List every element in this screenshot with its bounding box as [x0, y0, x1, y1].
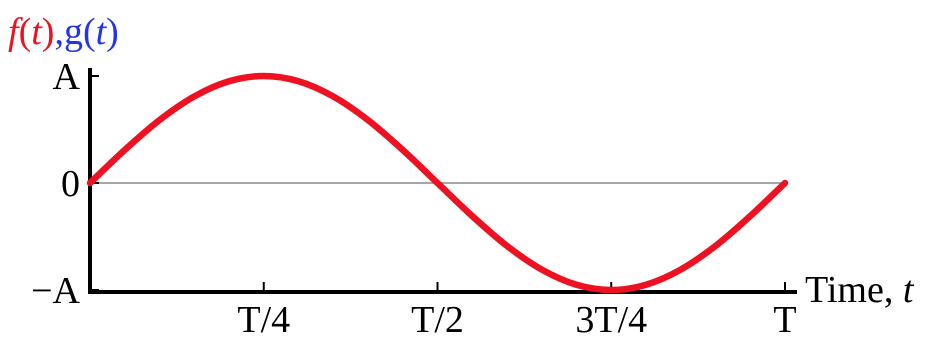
- y-tick-label: 0: [61, 163, 80, 205]
- y-title-g: g(: [64, 11, 96, 53]
- tick-labels: T/4 T/2 3T/4 T A 0 −A: [31, 56, 796, 341]
- y-title-sep: ,: [54, 11, 64, 53]
- x-tick-label: 3T/4: [575, 299, 647, 341]
- y-title-f-open: (: [19, 11, 32, 53]
- y-tick-label: A: [53, 56, 81, 98]
- y-title-g-close: ): [106, 11, 119, 53]
- x-title-text: Time,: [805, 269, 903, 311]
- series-group: [86, 72, 789, 294]
- series-line-f: [86, 72, 789, 294]
- y-title-f-t: t: [31, 11, 43, 53]
- y-title-g-t: t: [96, 11, 108, 53]
- x-tick-label: T/4: [237, 299, 290, 341]
- x-axis-title: Time, t: [805, 269, 915, 311]
- x-tick-label: T/2: [411, 299, 464, 341]
- x-tick-label: T: [773, 299, 796, 341]
- y-title-f-close: ): [42, 11, 55, 53]
- y-tick-label: −A: [31, 270, 80, 312]
- x-title-var: t: [903, 269, 915, 311]
- y-axis-title: f(t),g(t): [8, 11, 119, 53]
